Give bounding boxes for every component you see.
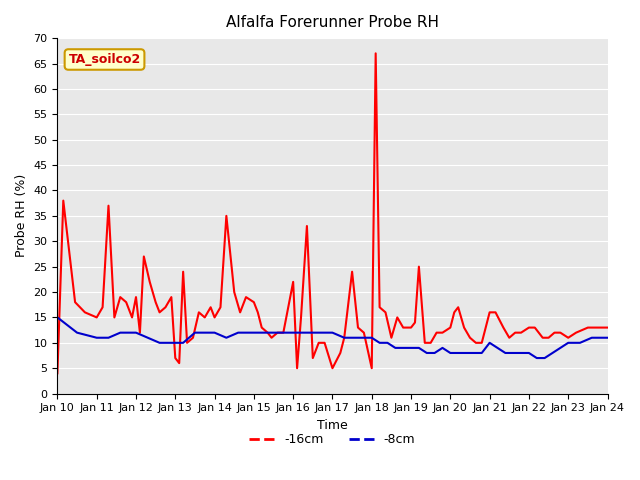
Line: -16cm: -16cm [58,53,607,373]
-16cm [179,269,187,275]
-8cm [454,350,462,356]
-8cm [604,335,611,341]
-8cm [246,330,254,336]
-8cm [93,335,100,341]
-16cm [584,324,592,330]
-16cm [506,335,513,341]
Text: TA_soilco2: TA_soilco2 [68,53,141,66]
-8cm [54,314,61,320]
-8cm [340,335,348,341]
Y-axis label: Probe RH (%): Probe RH (%) [15,174,28,257]
-16cm [592,324,600,330]
X-axis label: Time: Time [317,419,348,432]
Title: Alfalfa Forerunner Probe RH: Alfalfa Forerunner Probe RH [226,15,439,30]
-8cm [462,350,470,356]
-16cm [604,324,611,330]
-16cm [189,335,197,341]
-16cm [372,50,380,56]
-8cm [533,355,541,361]
-16cm [132,294,140,300]
-16cm [54,371,61,376]
-8cm [105,335,113,341]
Legend: -16cm, -8cm: -16cm, -8cm [244,428,420,451]
Line: -8cm: -8cm [58,317,607,358]
